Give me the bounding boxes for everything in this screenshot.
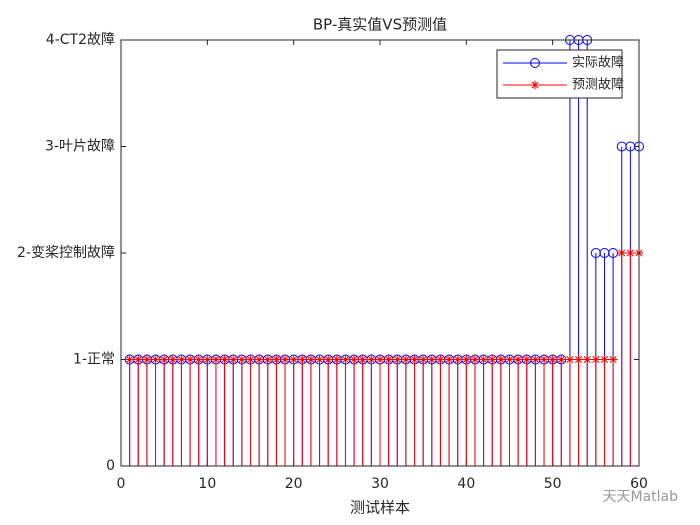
marker — [548, 355, 558, 364]
marker — [220, 355, 230, 364]
marker — [530, 58, 540, 68]
x-tick-label: 0 — [117, 476, 126, 492]
marker — [530, 80, 540, 90]
legend-label: 预测故障 — [572, 78, 624, 93]
marker — [591, 355, 601, 364]
x-tick-label: 30 — [371, 476, 389, 492]
marker — [176, 355, 186, 364]
marker — [254, 355, 264, 364]
marker — [349, 355, 359, 364]
x-tick-label: 50 — [544, 476, 562, 492]
marker — [159, 355, 169, 364]
y-tick-label: 2-变桨控制故障 — [17, 244, 115, 261]
marker — [461, 355, 471, 364]
axes-box — [120, 39, 640, 467]
marker — [332, 355, 342, 364]
marker — [151, 355, 161, 364]
marker — [530, 355, 540, 364]
y-tick-label: 0 — [106, 458, 115, 474]
marker — [194, 355, 204, 364]
marker — [168, 355, 178, 364]
marker — [418, 355, 428, 364]
x-tick-label: 10 — [198, 476, 216, 492]
x-tick-label: 60 — [630, 476, 648, 492]
marker — [410, 355, 420, 364]
marker — [358, 355, 368, 364]
marker — [565, 355, 575, 364]
marker — [522, 355, 532, 364]
marker — [496, 355, 506, 364]
marker — [384, 355, 394, 364]
marker — [435, 355, 445, 364]
y-tick-label: 1-正常 — [73, 352, 115, 368]
marker — [427, 355, 437, 364]
y-tick-label: 4-CT2故障 — [46, 32, 115, 48]
marker — [556, 355, 566, 364]
marker — [479, 355, 489, 364]
marker — [470, 355, 480, 364]
marker — [323, 355, 333, 364]
legend-label: 实际故障 — [572, 56, 624, 71]
marker — [625, 248, 635, 258]
marker — [505, 355, 514, 364]
marker — [228, 355, 238, 364]
marker — [366, 355, 376, 364]
y-tick-label: 3-叶片故障 — [45, 139, 115, 155]
marker — [133, 355, 143, 364]
x-tick-label: 40 — [457, 476, 475, 492]
marker — [574, 355, 584, 364]
marker — [297, 355, 307, 364]
marker — [125, 355, 135, 364]
marker — [340, 355, 350, 364]
marker — [237, 355, 247, 364]
marker — [306, 355, 316, 364]
marker — [608, 355, 618, 364]
marker — [271, 355, 281, 364]
marker — [185, 355, 195, 364]
marker — [202, 355, 212, 364]
watermark: 天天Matlab — [602, 489, 678, 505]
marker — [444, 355, 454, 364]
marker — [392, 355, 402, 364]
marker — [453, 355, 463, 364]
legend-box — [496, 49, 623, 99]
marker — [375, 355, 385, 364]
marker — [263, 355, 273, 364]
marker — [289, 355, 299, 364]
marker — [539, 355, 549, 364]
chart-title: BP-真实值VS预测值 — [313, 16, 447, 34]
marker — [582, 355, 592, 364]
marker — [617, 248, 627, 258]
marker — [211, 355, 221, 364]
marker — [401, 355, 411, 364]
marker — [599, 355, 609, 364]
marker — [315, 355, 325, 364]
marker — [246, 355, 255, 364]
marker — [142, 355, 152, 364]
marker — [280, 355, 290, 364]
x-axis-label: 测试样本 — [350, 499, 410, 517]
marker — [513, 355, 523, 364]
x-tick-label: 20 — [285, 476, 303, 492]
marker — [487, 355, 497, 364]
